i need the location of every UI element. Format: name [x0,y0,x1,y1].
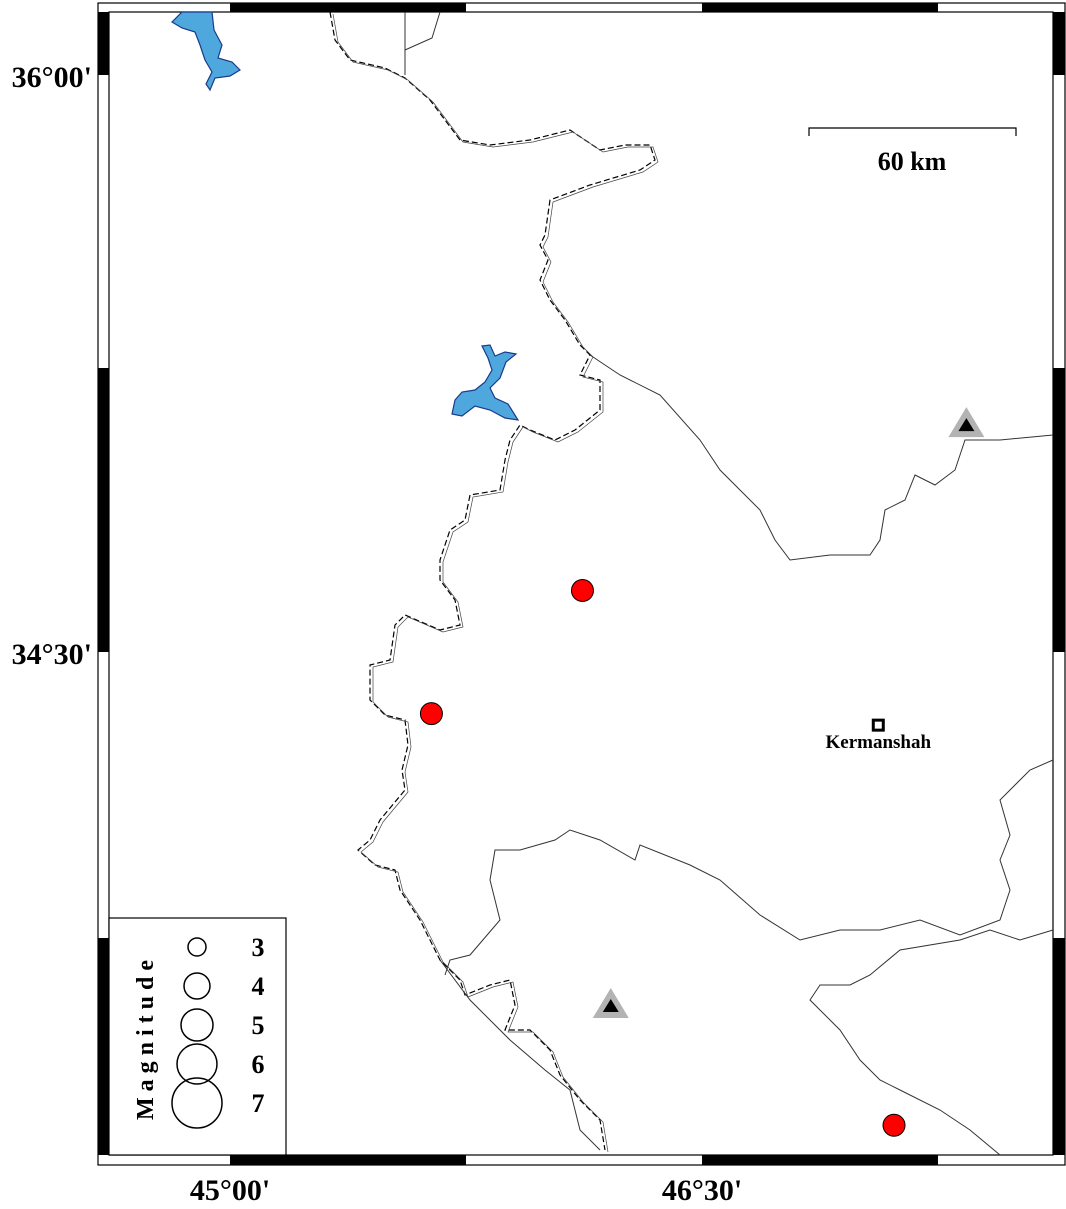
earthquake-event[interactable] [570,578,594,602]
legend-label: 3 [252,933,265,962]
frame-segment [230,3,466,12]
triangle-icon [592,987,629,1018]
frame-segment [98,938,109,1155]
province-border [444,759,1054,976]
lakes [171,11,520,421]
legend-circle [176,1043,218,1085]
x-tick-label: 46°30' [662,1174,742,1204]
legend-label: 7 [252,1089,265,1118]
legend-circle [180,1008,214,1042]
province-border [589,354,1054,561]
city-marker [871,718,885,732]
x-tick-label: 45°00' [190,1174,270,1204]
frame-segment [1053,938,1065,1155]
scale-bar: 60 km [808,127,1017,176]
boundaries [329,11,1054,1156]
map-marks: Kermanshah [419,407,985,1137]
legend-title: Magnitude [133,954,159,1120]
earthquake-event[interactable] [882,1113,906,1137]
legend-label: 6 [252,1050,265,1079]
frame-segment [230,1155,466,1165]
frame-segment [1053,368,1065,652]
lake [451,344,520,421]
earthquake-event[interactable] [419,702,443,726]
city-label: Kermanshah [825,732,931,753]
legend-label: 4 [252,972,265,1001]
frame-segment [98,368,109,652]
legend-circle [187,937,207,957]
province-border [809,929,1054,1156]
legend: Magnitude 3 4 5 6 7 [108,917,287,1156]
legend-circle [183,972,211,1000]
scale-bar-label: 60 km [878,147,947,176]
province-border [332,13,659,1153]
frame-segment [702,3,938,12]
y-tick-label: 34°30' [12,638,92,671]
y-tick-label: 36°00' [12,61,92,94]
frame-segment [98,12,109,75]
map-frame [97,2,1066,1166]
legend-label: 5 [252,1011,265,1040]
triangle-icon [948,407,985,438]
frame-segment [702,1155,938,1165]
province-border [404,11,441,51]
lake [171,11,241,92]
frame-segment [1053,12,1065,75]
province-border [439,959,601,1151]
legend-circle [171,1077,223,1129]
